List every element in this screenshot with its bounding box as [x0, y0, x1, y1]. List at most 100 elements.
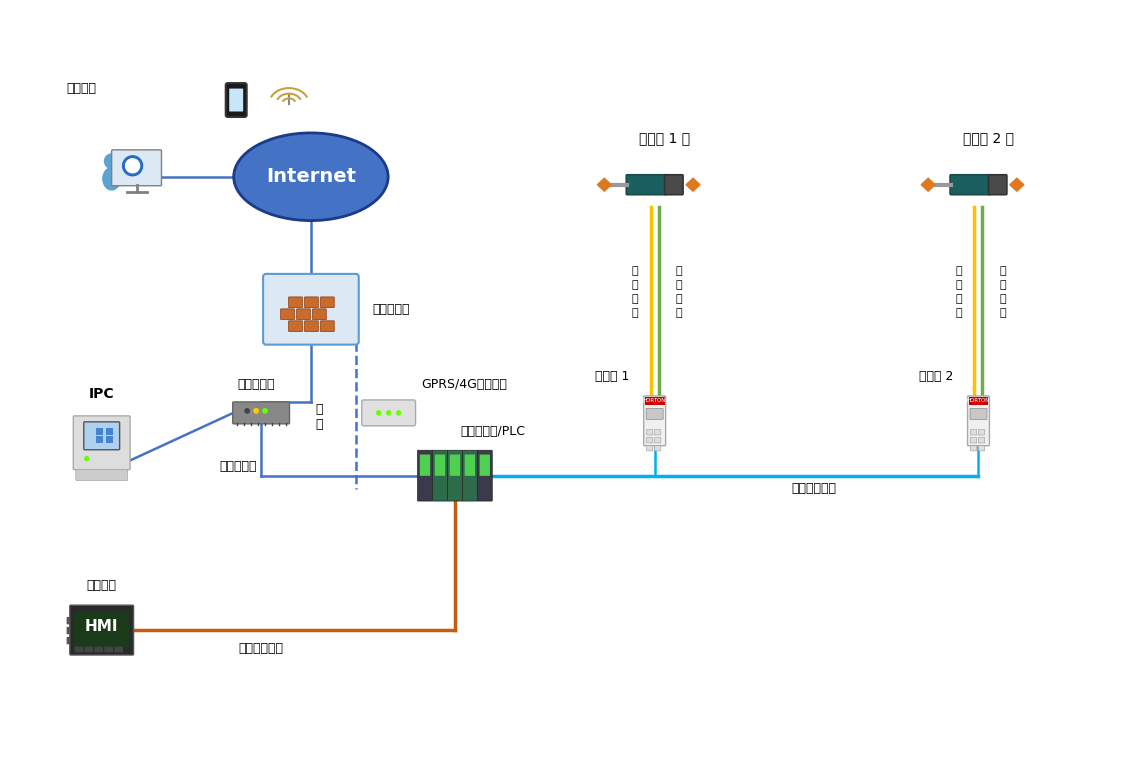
FancyBboxPatch shape [67, 627, 70, 634]
FancyBboxPatch shape [70, 605, 133, 655]
FancyBboxPatch shape [229, 88, 244, 111]
FancyBboxPatch shape [626, 175, 667, 195]
FancyBboxPatch shape [646, 409, 663, 419]
Text: 工业路由器: 工业路由器 [237, 378, 275, 391]
FancyBboxPatch shape [76, 470, 127, 481]
Text: 或
者: 或 者 [315, 403, 323, 431]
FancyBboxPatch shape [289, 321, 302, 332]
FancyBboxPatch shape [85, 647, 94, 652]
FancyBboxPatch shape [417, 451, 432, 501]
Circle shape [387, 411, 390, 415]
FancyBboxPatch shape [654, 430, 661, 435]
FancyBboxPatch shape [978, 438, 985, 443]
Text: 人机界面: 人机界面 [87, 579, 116, 592]
FancyBboxPatch shape [232, 402, 290, 424]
Polygon shape [1010, 178, 1024, 191]
FancyBboxPatch shape [434, 454, 446, 476]
Text: GPRS/4G通讯模块: GPRS/4G通讯模块 [422, 378, 508, 391]
Text: 驱动器 1: 驱动器 1 [596, 370, 629, 383]
Circle shape [245, 409, 249, 413]
Ellipse shape [103, 167, 121, 190]
FancyBboxPatch shape [112, 150, 161, 186]
FancyBboxPatch shape [450, 454, 460, 476]
Circle shape [254, 409, 258, 413]
FancyBboxPatch shape [970, 445, 977, 451]
FancyBboxPatch shape [320, 321, 334, 332]
FancyBboxPatch shape [96, 428, 103, 435]
FancyBboxPatch shape [654, 445, 661, 451]
Text: Internet: Internet [266, 167, 356, 186]
FancyBboxPatch shape [67, 637, 70, 645]
Circle shape [85, 457, 89, 460]
Text: 远程监控: 远程监控 [67, 82, 97, 95]
FancyBboxPatch shape [462, 451, 477, 501]
FancyBboxPatch shape [95, 647, 103, 652]
FancyBboxPatch shape [74, 647, 83, 652]
FancyBboxPatch shape [970, 430, 977, 435]
FancyBboxPatch shape [968, 396, 989, 446]
Ellipse shape [233, 133, 388, 221]
Text: 动
力
电
缆: 动 力 电 缆 [632, 266, 638, 318]
FancyBboxPatch shape [646, 430, 653, 435]
FancyBboxPatch shape [305, 321, 318, 332]
Polygon shape [922, 178, 935, 191]
FancyBboxPatch shape [970, 438, 977, 443]
FancyBboxPatch shape [420, 454, 430, 476]
Circle shape [263, 409, 267, 413]
FancyBboxPatch shape [477, 451, 492, 501]
FancyBboxPatch shape [263, 274, 359, 345]
FancyBboxPatch shape [644, 396, 666, 446]
FancyBboxPatch shape [646, 438, 653, 443]
Text: 工业现场总线: 工业现场总线 [239, 642, 283, 655]
Text: HORTON: HORTON [967, 399, 990, 403]
FancyBboxPatch shape [645, 397, 664, 405]
FancyBboxPatch shape [320, 297, 334, 307]
Text: 运动控制器/PLC: 运动控制器/PLC [460, 425, 526, 438]
Text: 以太网通讯: 以太网通讯 [219, 460, 257, 473]
FancyBboxPatch shape [970, 409, 987, 419]
FancyBboxPatch shape [465, 454, 475, 476]
FancyBboxPatch shape [281, 309, 294, 320]
FancyBboxPatch shape [978, 430, 985, 435]
Circle shape [125, 159, 140, 173]
Polygon shape [686, 178, 700, 191]
Text: IPC: IPC [89, 387, 115, 401]
Circle shape [105, 154, 118, 168]
FancyBboxPatch shape [950, 175, 990, 195]
FancyBboxPatch shape [104, 647, 113, 652]
FancyBboxPatch shape [226, 83, 247, 117]
FancyBboxPatch shape [73, 611, 130, 647]
FancyBboxPatch shape [67, 617, 70, 624]
FancyBboxPatch shape [479, 454, 490, 476]
FancyBboxPatch shape [73, 416, 130, 470]
Circle shape [377, 411, 380, 415]
FancyBboxPatch shape [106, 428, 113, 435]
FancyBboxPatch shape [305, 297, 318, 307]
FancyBboxPatch shape [448, 451, 462, 501]
FancyBboxPatch shape [362, 400, 415, 426]
Text: HORTON: HORTON [643, 399, 667, 403]
Text: 电动缸 1 号: 电动缸 1 号 [640, 131, 690, 145]
Polygon shape [598, 178, 611, 191]
FancyBboxPatch shape [96, 436, 103, 443]
FancyBboxPatch shape [312, 309, 326, 320]
FancyBboxPatch shape [114, 647, 123, 652]
FancyBboxPatch shape [654, 438, 661, 443]
Text: 动
力
电
缆: 动 力 电 缆 [955, 266, 962, 318]
FancyBboxPatch shape [432, 451, 448, 501]
FancyBboxPatch shape [106, 436, 113, 443]
Text: HMI: HMI [85, 619, 118, 634]
Text: 反
馈
电
缆: 反 馈 电 缆 [676, 266, 682, 318]
FancyBboxPatch shape [289, 297, 302, 307]
Text: 工业防火墙: 工业防火墙 [372, 303, 411, 316]
FancyBboxPatch shape [664, 175, 684, 195]
FancyBboxPatch shape [969, 397, 988, 405]
FancyBboxPatch shape [83, 422, 120, 450]
Circle shape [397, 411, 400, 415]
Text: 驱动器 2: 驱动器 2 [919, 370, 953, 383]
FancyBboxPatch shape [297, 309, 310, 320]
FancyBboxPatch shape [646, 445, 653, 451]
Circle shape [123, 156, 142, 176]
FancyBboxPatch shape [978, 445, 985, 451]
Text: 工业控制总线: 工业控制总线 [792, 482, 837, 495]
